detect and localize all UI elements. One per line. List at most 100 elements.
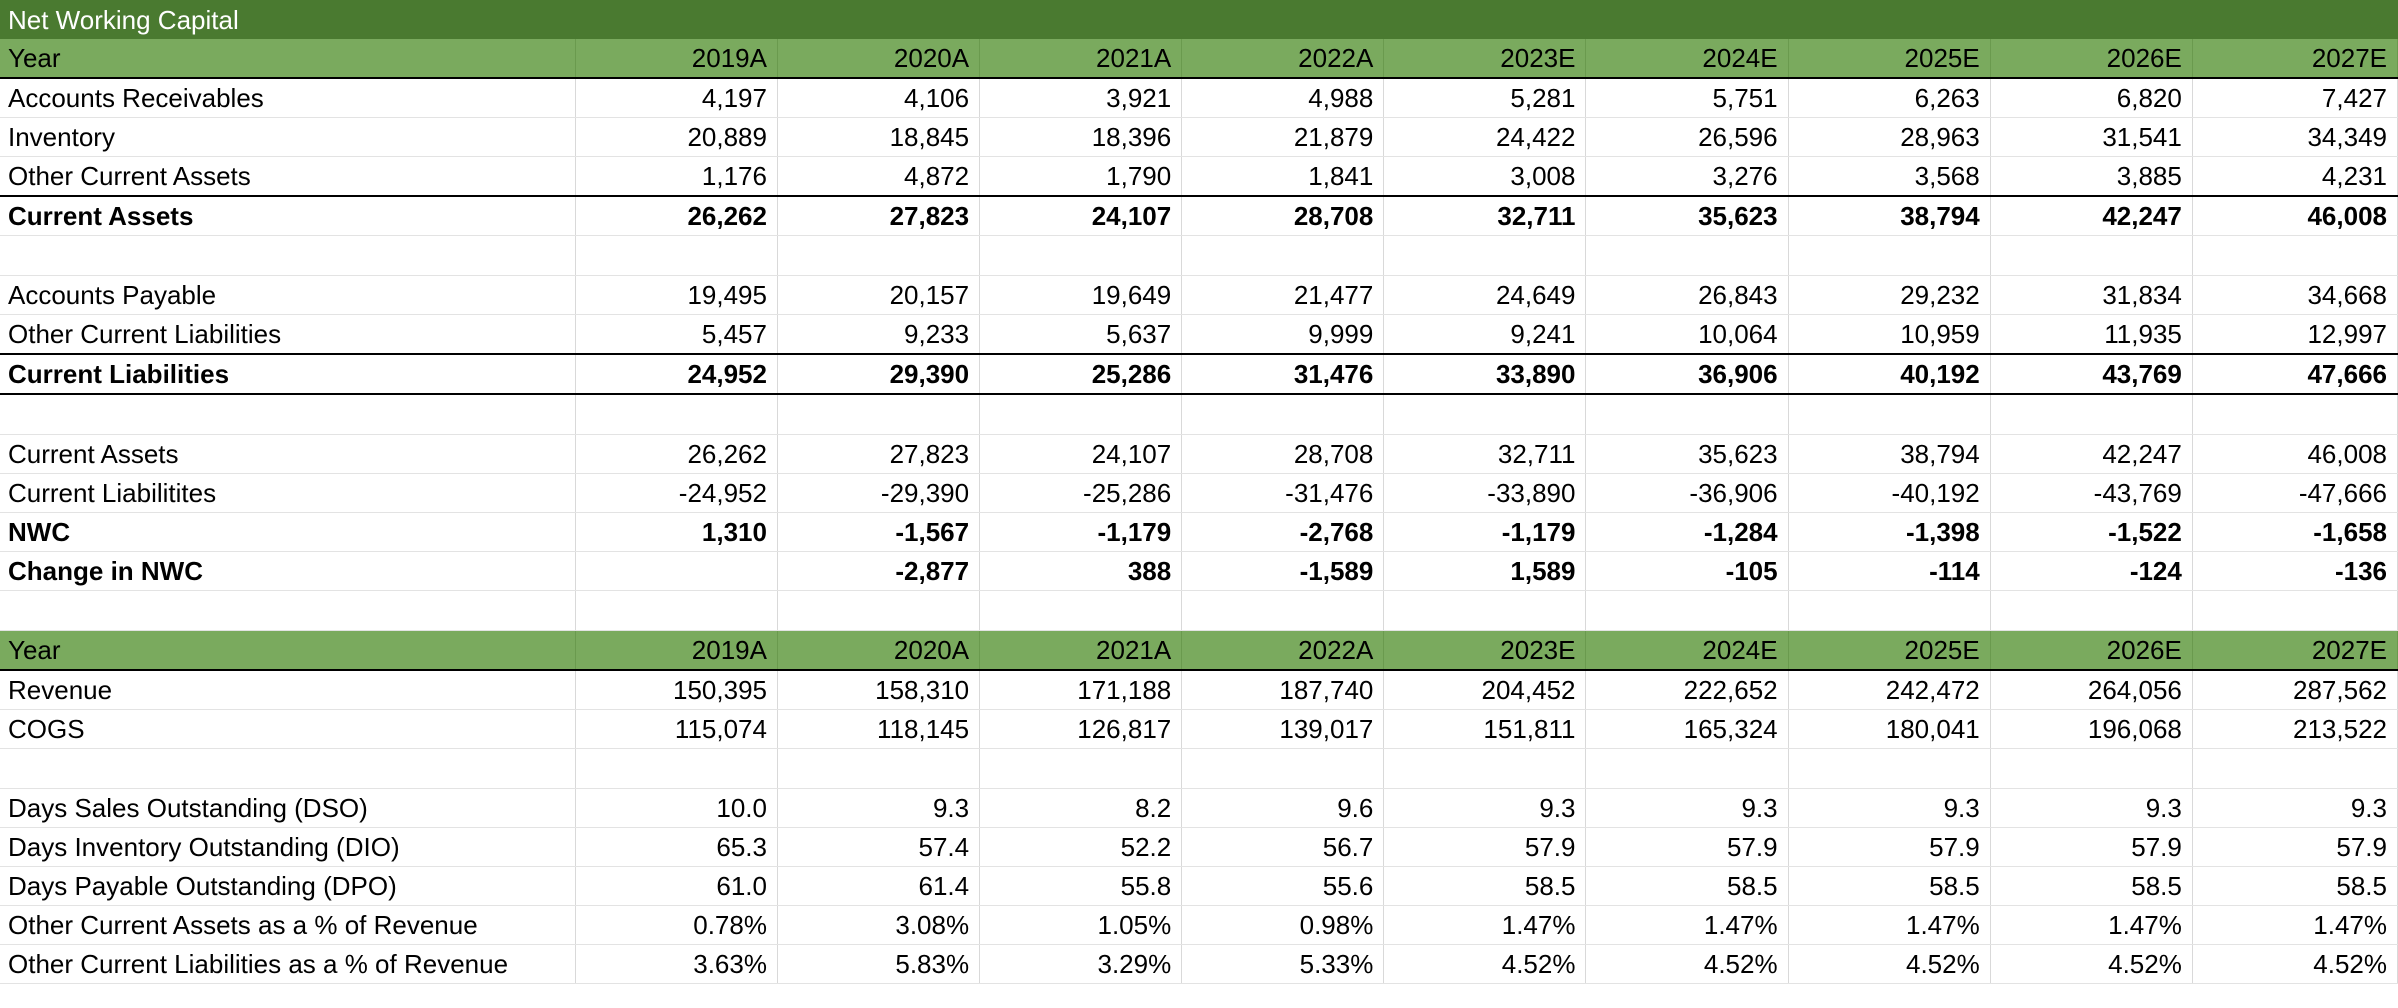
value-cell-2023e[interactable]: 5,281 bbox=[1383, 78, 1587, 118]
value-cell-2027e[interactable]: 7,427 bbox=[2192, 78, 2398, 118]
row-label[interactable]: Current Assets bbox=[0, 434, 576, 474]
value-cell-2024e[interactable]: 9.3 bbox=[1585, 788, 1789, 828]
value-cell-2021a[interactable]: -25,286 bbox=[979, 473, 1183, 513]
empty-cell[interactable] bbox=[1383, 235, 1587, 276]
value-cell-2025e[interactable]: 242,472 bbox=[1788, 669, 1991, 710]
value-cell-2024e[interactable]: 26,843 bbox=[1585, 275, 1789, 315]
value-cell-2024e[interactable]: 5,751 bbox=[1585, 78, 1789, 118]
value-cell-2027e[interactable]: 4.52% bbox=[2192, 944, 2398, 984]
value-cell-2026e[interactable]: 264,056 bbox=[1990, 669, 2193, 710]
value-cell-2021a[interactable]: 19,649 bbox=[979, 275, 1183, 315]
value-cell-2026e[interactable]: 31,541 bbox=[1990, 117, 2193, 157]
title-cell[interactable] bbox=[1383, 0, 1587, 39]
title-cell[interactable] bbox=[979, 0, 1183, 39]
value-cell-2021a[interactable]: 171,188 bbox=[979, 669, 1183, 710]
value-cell-2027e[interactable]: 213,522 bbox=[2192, 709, 2398, 749]
value-cell-2019a[interactable]: 115,074 bbox=[575, 709, 778, 749]
row-label[interactable]: Current Liabilities bbox=[0, 353, 576, 395]
value-cell-2027e[interactable]: 4,231 bbox=[2192, 156, 2398, 197]
value-cell-2019a[interactable]: 0.78% bbox=[575, 905, 778, 945]
value-cell-2026e[interactable]: 1.47% bbox=[1990, 905, 2193, 945]
value-cell-2022a[interactable]: 56.7 bbox=[1181, 827, 1385, 867]
value-cell-2025e[interactable]: 29,232 bbox=[1788, 275, 1991, 315]
row-label[interactable]: Current Assets bbox=[0, 195, 576, 236]
row-label[interactable]: Change in NWC bbox=[0, 551, 576, 591]
value-cell-2026e[interactable]: 57.9 bbox=[1990, 827, 2193, 867]
empty-cell[interactable] bbox=[1585, 394, 1789, 435]
value-cell-2019a[interactable]: 26,262 bbox=[575, 434, 778, 474]
empty-cell[interactable] bbox=[1990, 590, 2193, 631]
value-cell-2024e[interactable]: 4.52% bbox=[1585, 944, 1789, 984]
empty-cell[interactable] bbox=[1383, 590, 1587, 631]
empty-cell[interactable] bbox=[777, 394, 981, 435]
value-cell-2027e[interactable]: 287,562 bbox=[2192, 669, 2398, 710]
value-cell-2022a[interactable]: 0.98% bbox=[1181, 905, 1385, 945]
value-cell-2021a[interactable]: 1.05% bbox=[979, 905, 1183, 945]
value-cell-2026e[interactable]: 42,247 bbox=[1990, 195, 2193, 236]
row-label[interactable]: Revenue bbox=[0, 669, 576, 710]
year-header-cell-2022a[interactable]: 2022A bbox=[1181, 630, 1385, 671]
value-cell-2020a[interactable]: 9.3 bbox=[777, 788, 981, 828]
title-cell[interactable] bbox=[575, 0, 778, 39]
empty-cell[interactable] bbox=[979, 394, 1183, 435]
value-cell-2020a[interactable]: 61.4 bbox=[777, 866, 981, 906]
value-cell-2022a[interactable]: 9,999 bbox=[1181, 314, 1385, 355]
year-header-cell-2024e[interactable]: 2024E bbox=[1585, 630, 1789, 671]
empty-cell[interactable] bbox=[575, 590, 778, 631]
value-cell-2027e[interactable]: -47,666 bbox=[2192, 473, 2398, 513]
value-cell-2027e[interactable]: -136 bbox=[2192, 551, 2398, 591]
empty-cell[interactable] bbox=[1383, 748, 1587, 789]
empty-cell[interactable] bbox=[575, 235, 778, 276]
value-cell-2022a[interactable]: 28,708 bbox=[1181, 434, 1385, 474]
value-cell-2026e[interactable]: 42,247 bbox=[1990, 434, 2193, 474]
value-cell-2022a[interactable]: -2,768 bbox=[1181, 512, 1385, 552]
value-cell-2024e[interactable]: 57.9 bbox=[1585, 827, 1789, 867]
row-label[interactable]: Accounts Receivables bbox=[0, 78, 576, 118]
row-label[interactable]: Current Liabilitites bbox=[0, 473, 576, 513]
value-cell-2022a[interactable]: 21,477 bbox=[1181, 275, 1385, 315]
value-cell-2021a[interactable]: 8.2 bbox=[979, 788, 1183, 828]
value-cell-2025e[interactable]: 9.3 bbox=[1788, 788, 1991, 828]
value-cell-2019a[interactable]: 19,495 bbox=[575, 275, 778, 315]
value-cell-2019a[interactable]: 1,310 bbox=[575, 512, 778, 552]
year-header-cell-2021a[interactable]: 2021A bbox=[979, 630, 1183, 671]
value-cell-2026e[interactable]: 9.3 bbox=[1990, 788, 2193, 828]
value-cell-2024e[interactable]: 222,652 bbox=[1585, 669, 1789, 710]
value-cell-2027e[interactable]: 57.9 bbox=[2192, 827, 2398, 867]
value-cell-2021a[interactable]: 3.29% bbox=[979, 944, 1183, 984]
value-cell-2026e[interactable]: 11,935 bbox=[1990, 314, 2193, 355]
value-cell-2026e[interactable]: -43,769 bbox=[1990, 473, 2193, 513]
value-cell-2020a[interactable]: 118,145 bbox=[777, 709, 981, 749]
row-label[interactable]: NWC bbox=[0, 512, 576, 552]
year-header-label[interactable]: Year bbox=[0, 39, 576, 79]
value-cell-2022a[interactable]: 55.6 bbox=[1181, 866, 1385, 906]
value-cell-2020a[interactable]: 29,390 bbox=[777, 353, 981, 395]
empty-cell[interactable] bbox=[1585, 590, 1789, 631]
value-cell-2027e[interactable]: 1.47% bbox=[2192, 905, 2398, 945]
value-cell-2020a[interactable]: -29,390 bbox=[777, 473, 981, 513]
value-cell-2020a[interactable]: 3.08% bbox=[777, 905, 981, 945]
value-cell-2024e[interactable]: -105 bbox=[1585, 551, 1789, 591]
value-cell-2026e[interactable]: 43,769 bbox=[1990, 353, 2193, 395]
value-cell-2020a[interactable]: -2,877 bbox=[777, 551, 981, 591]
value-cell-2024e[interactable]: 165,324 bbox=[1585, 709, 1789, 749]
value-cell-2021a[interactable]: 388 bbox=[979, 551, 1183, 591]
title-cell[interactable] bbox=[1788, 0, 1991, 39]
value-cell-2023e[interactable]: 151,811 bbox=[1383, 709, 1587, 749]
row-label[interactable]: Other Current Assets bbox=[0, 156, 576, 197]
year-header-cell-2025e[interactable]: 2025E bbox=[1788, 630, 1991, 671]
value-cell-2024e[interactable]: 35,623 bbox=[1585, 195, 1789, 236]
empty-cell[interactable] bbox=[1181, 394, 1385, 435]
row-label[interactable]: Days Inventory Outstanding (DIO) bbox=[0, 827, 576, 867]
value-cell-2026e[interactable]: -124 bbox=[1990, 551, 2193, 591]
year-header-cell-2024e[interactable]: 2024E bbox=[1585, 39, 1789, 79]
row-label[interactable]: Other Current Liabilities bbox=[0, 314, 576, 355]
value-cell-2025e[interactable]: 58.5 bbox=[1788, 866, 1991, 906]
value-cell-2023e[interactable]: 1.47% bbox=[1383, 905, 1587, 945]
value-cell-2022a[interactable]: -1,589 bbox=[1181, 551, 1385, 591]
empty-cell[interactable] bbox=[1585, 235, 1789, 276]
row-label[interactable]: Days Payable Outstanding (DPO) bbox=[0, 866, 576, 906]
year-header-cell-2019a[interactable]: 2019A bbox=[575, 630, 778, 671]
value-cell-2025e[interactable]: 1.47% bbox=[1788, 905, 1991, 945]
value-cell-2021a[interactable]: 18,396 bbox=[979, 117, 1183, 157]
